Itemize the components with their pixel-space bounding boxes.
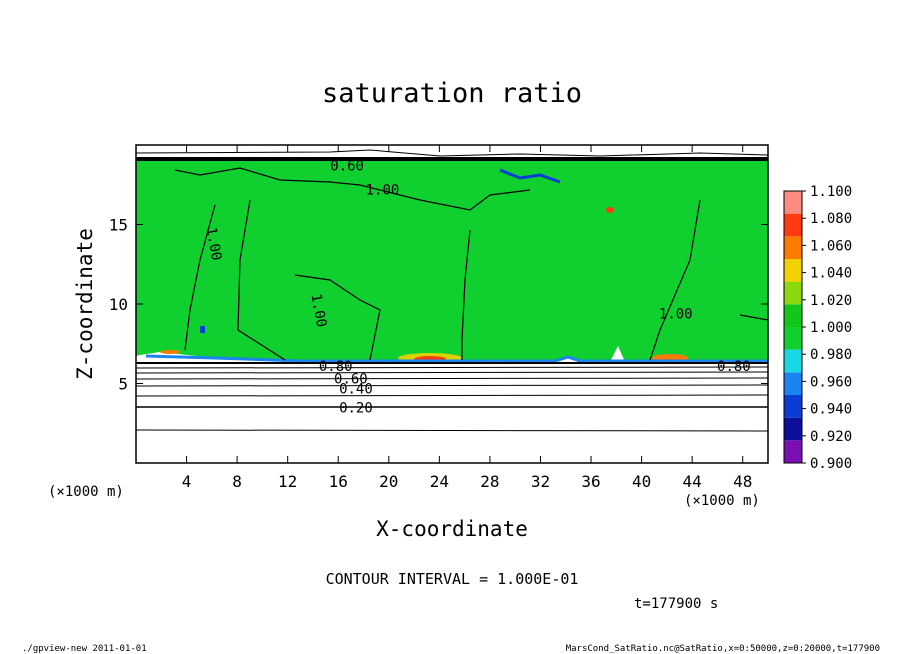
x-tick-label: 32 [531,472,550,491]
x-tick-label: 4 [182,472,192,491]
low-ratio-edge [145,354,768,363]
y-tick-label: 15 [109,216,128,235]
plot-area: 0.601.001.001.00 1.000.80 0.800.600.400.20 [136,145,768,463]
contour-label-text: 0.20 [339,400,373,416]
contour-labels: 0.601.001.001.00 1.000.80 0.800.600.400.20 [203,159,751,417]
contour-line [136,429,768,432]
low-ratio-edge [499,168,561,184]
contour-label-text: 0.60 [330,159,364,175]
contour-label-text: 0.60 [334,372,368,388]
contour-label-text: 1.00 [659,307,693,323]
colorbar-segment [784,304,802,327]
x-tick-label: 20 [379,472,398,491]
time-label: t=177900 s [634,596,718,612]
x-tick-label: 16 [329,472,348,491]
x-axis-unit-left: (×1000 m) [48,484,124,500]
contour-label: 0.40 [339,381,373,397]
x-axis: 4 8 12 16 20 24 28 32 36 40 44 48 [182,145,752,491]
y-axis-label: Z-coordinate [73,228,97,380]
upper-contour [136,149,768,157]
contour-line [136,377,768,380]
x-tick-label: 12 [278,472,297,491]
contour-line [294,274,381,361]
contour-label: 1.00 [659,307,693,323]
colorbar-segment [784,372,802,395]
contour-line [174,167,531,211]
contour-label-text: 1.00 [366,183,400,199]
colorbar: 0.900 0.920 0.940 0.960 0.980 1.000 1.020 1.040… [783,184,852,472]
contour-line [184,204,216,351]
contour-interval-note: CONTOUR INTERVAL = 1.000E-01 [326,570,579,588]
colorbar-label: 1.060 [810,238,852,254]
contour-line [237,199,286,361]
x-tick-label: 24 [430,472,449,491]
x-tick-label: 36 [581,472,600,491]
colorbar-segment [784,417,802,441]
y-tick-label: 10 [109,295,128,314]
contour-label-text: 0.80 [319,359,353,375]
y-axis: 5 10 15 [109,216,768,394]
contour-line [136,371,768,374]
colorbar-label: 1.000 [810,320,852,336]
colorbar-segment [784,259,802,282]
saturated-region [136,158,768,362]
colorbar-label: 0.900 [810,456,852,472]
x-tick-label: 28 [480,472,499,491]
contour-label-text: 1.00 [203,226,225,262]
x-tick-label: 44 [683,472,702,491]
contour-label: 0.60 [334,372,368,388]
contour-label: 0.80 [319,359,353,375]
colorbar-label: 0.980 [810,347,852,363]
colorbar-segment [784,349,802,373]
y-tick-label: 5 [118,375,128,394]
colorbar-segment [784,191,802,214]
contour-line [136,394,768,397]
x-tick-label: 8 [232,472,242,491]
contour-line [136,384,768,387]
colorbar-segment [784,327,802,350]
contour-label: 0.60 [330,159,364,175]
low-ratio-patch [200,326,205,333]
x-tick-label: 48 [733,472,752,491]
high-ratio-patch [606,207,614,213]
contour-line [136,366,768,369]
footer-right: MarsCond_SatRatio.nc@SatRatio,x=0:50000,… [566,644,880,654]
contour-label-text: 0.40 [339,381,373,397]
contour-label: 1.00 [203,226,225,262]
contour-label: 0.80 [717,359,751,375]
contour-line [649,199,701,361]
colorbar-label: 0.960 [810,374,852,390]
colorbar-segment [784,395,802,418]
x-axis-label: X-coordinate [376,517,528,541]
high-ratio-patch [160,350,180,354]
contour-label: 1.00 [366,183,400,199]
contour-label-text: 1.00 [307,293,329,329]
chart-title: saturation ratio [322,78,582,109]
colorbar-segment [784,236,802,259]
colorbar-segment [784,281,802,305]
contour-line [461,229,471,360]
colorbar-label: 0.920 [810,429,852,445]
colorbar-label: 1.080 [810,211,852,227]
contour-label-text: 0.80 [717,359,751,375]
colorbar-segment [784,213,802,237]
colorbar-label: 0.940 [810,402,852,418]
footer-left: ./gpview-new 2011-01-01 [22,644,147,654]
colorbar-label: 1.040 [810,266,852,282]
colorbar-label: 1.100 [810,184,852,200]
contour-line [739,314,768,321]
colorbar-segment [784,440,802,463]
colorbar-label: 1.020 [810,293,852,309]
x-tick-label: 40 [632,472,651,491]
contour-label: 1.00 [307,293,329,329]
contour-label: 0.20 [339,400,373,416]
x-axis-unit-right: (×1000 m) [684,493,760,509]
